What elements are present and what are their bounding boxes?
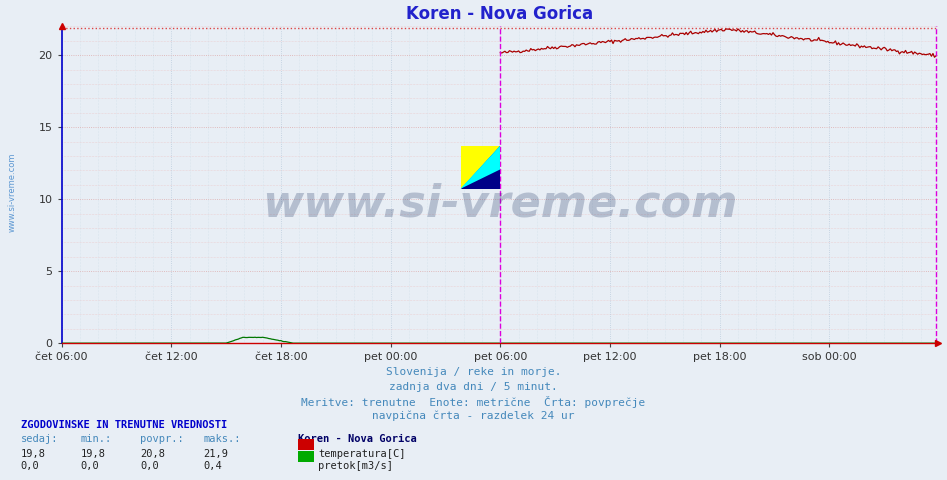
Text: pretok[m3/s]: pretok[m3/s]	[318, 461, 393, 471]
Text: Koren - Nova Gorica: Koren - Nova Gorica	[298, 434, 417, 444]
Text: Slovenija / reke in morje.: Slovenija / reke in morje.	[385, 367, 562, 377]
Text: 0,0: 0,0	[140, 461, 159, 471]
Text: sedaj:: sedaj:	[21, 434, 59, 444]
Text: min.:: min.:	[80, 434, 112, 444]
Text: 19,8: 19,8	[80, 449, 105, 459]
Text: 21,9: 21,9	[204, 449, 228, 459]
Title: Koren - Nova Gorica: Koren - Nova Gorica	[406, 5, 593, 24]
Text: www.si-vreme.com: www.si-vreme.com	[8, 152, 17, 232]
Text: 20,8: 20,8	[140, 449, 165, 459]
Text: 0,0: 0,0	[21, 461, 40, 471]
Text: ZGODOVINSKE IN TRENUTNE VREDNOSTI: ZGODOVINSKE IN TRENUTNE VREDNOSTI	[21, 420, 227, 430]
Text: 19,8: 19,8	[21, 449, 45, 459]
Text: 0,0: 0,0	[80, 461, 99, 471]
Polygon shape	[460, 146, 500, 189]
Text: Meritve: trenutne  Enote: metrične  Črta: povprečje: Meritve: trenutne Enote: metrične Črta: …	[301, 396, 646, 408]
Text: povpr.:: povpr.:	[140, 434, 184, 444]
Text: 0,4: 0,4	[204, 461, 223, 471]
Text: www.si-vreme.com: www.si-vreme.com	[261, 182, 738, 225]
Text: maks.:: maks.:	[204, 434, 241, 444]
Text: temperatura[C]: temperatura[C]	[318, 449, 405, 459]
Polygon shape	[460, 146, 500, 189]
Text: zadnja dva dni / 5 minut.: zadnja dva dni / 5 minut.	[389, 382, 558, 392]
Polygon shape	[460, 146, 500, 189]
Text: navpična črta - razdelek 24 ur: navpična črta - razdelek 24 ur	[372, 410, 575, 421]
Polygon shape	[460, 146, 500, 189]
